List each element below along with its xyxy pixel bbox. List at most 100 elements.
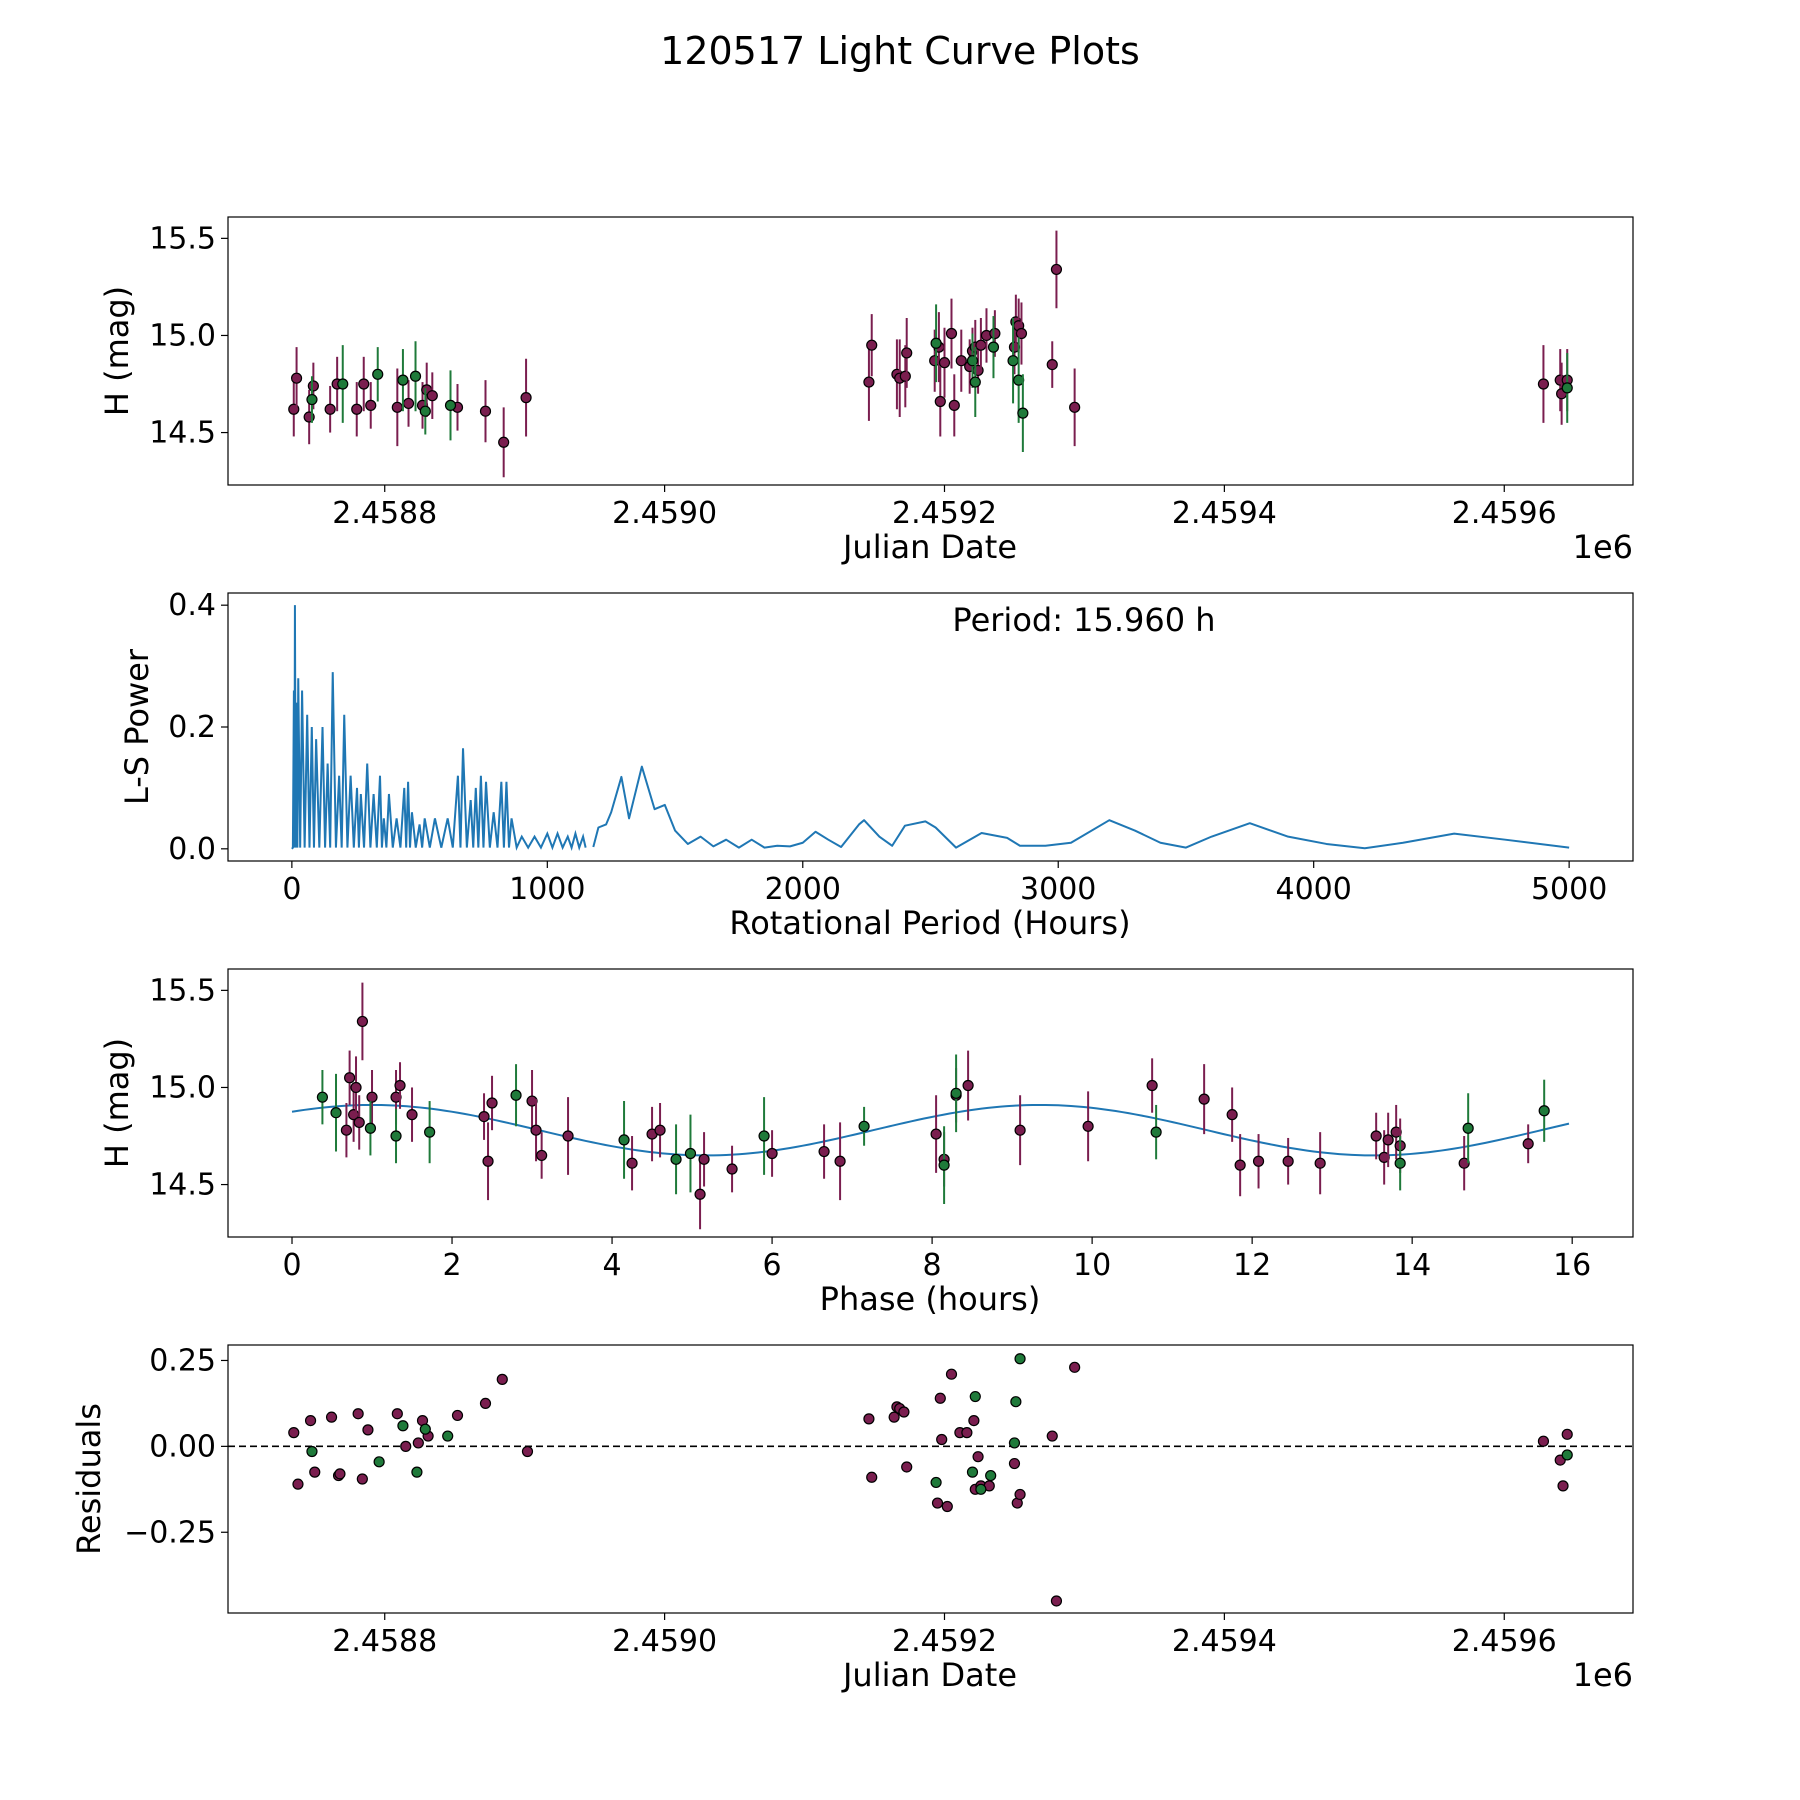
- point-r: [626, 1157, 638, 1169]
- point-r: [899, 370, 911, 382]
- point-r: [863, 1413, 875, 1425]
- point-r: [941, 1500, 953, 1513]
- point-r: [948, 399, 960, 411]
- x-tick-label: 2.4592: [892, 1624, 997, 1659]
- point-r: [358, 378, 370, 390]
- point-r: [1252, 1155, 1265, 1167]
- point-g: [684, 1147, 697, 1160]
- point-r: [1050, 263, 1063, 276]
- point-r: [536, 1149, 548, 1162]
- figure-title: 120517 Light Curve Plots: [660, 29, 1140, 73]
- y-tick-label: 15.0: [149, 1070, 216, 1105]
- point-g: [419, 405, 431, 417]
- model-curve: [291, 1103, 1570, 1157]
- y-tick-label: 15.5: [149, 973, 216, 1008]
- panel-periodogram: 0 1000 2000 3000 4000 5000 0.0 0.2 0.4 Rotationa…: [118, 588, 1634, 942]
- point-g: [1394, 1157, 1406, 1169]
- point-r: [945, 1368, 958, 1380]
- x-tick-label: 8: [923, 1248, 942, 1283]
- point-r: [292, 1478, 304, 1490]
- point-r: [482, 1155, 494, 1167]
- point-g: [858, 1120, 870, 1132]
- point-r: [1069, 401, 1081, 413]
- y-axis-label: H (mag): [98, 286, 136, 416]
- point-r: [961, 1427, 973, 1439]
- point-r: [962, 1079, 974, 1092]
- point-g: [419, 1423, 431, 1435]
- point-r: [309, 1466, 321, 1478]
- point-r: [1069, 1361, 1081, 1373]
- point-g: [330, 1107, 342, 1119]
- point-r: [1050, 1595, 1063, 1607]
- point-g: [1010, 1396, 1022, 1408]
- x-tick-label: 0: [282, 872, 301, 907]
- point-r: [324, 403, 336, 415]
- point-r: [863, 376, 875, 388]
- x-tick-label: 10: [1073, 1248, 1111, 1283]
- panel-lightcurve: 2.4588 2.4590 2.4592 2.4594 2.4596 14.5 15.0 15…: [98, 216, 1634, 566]
- point-g: [1014, 1353, 1026, 1365]
- point-r: [654, 1124, 666, 1136]
- point-r: [901, 347, 913, 359]
- point-g: [397, 374, 409, 386]
- periodogram-dense-series: [291, 605, 587, 851]
- point-r: [934, 395, 946, 408]
- point-r: [1537, 378, 1550, 390]
- y-axis-label: Residuals: [70, 1403, 108, 1555]
- point-r: [394, 1079, 406, 1092]
- point-g: [1462, 1122, 1474, 1134]
- point-r: [486, 1097, 498, 1109]
- point-r: [356, 1015, 369, 1028]
- point-r: [972, 1451, 984, 1463]
- point-g: [316, 1091, 329, 1103]
- point-r: [356, 1473, 368, 1485]
- point-r: [426, 390, 438, 402]
- point-r: [968, 1414, 980, 1427]
- x-tick-label: 0: [282, 1248, 301, 1283]
- axes-frame: [227, 968, 1634, 1238]
- y-tick-label: 14.5: [149, 1168, 216, 1203]
- point-r: [351, 403, 363, 415]
- point-r: [391, 401, 403, 413]
- point-r: [1014, 1488, 1026, 1501]
- y-axis-label: L-S Power: [118, 648, 156, 805]
- point-g: [950, 1087, 962, 1099]
- x-tick-label: 14: [1393, 1248, 1431, 1283]
- point-r: [412, 1437, 424, 1449]
- point-r: [1014, 1124, 1026, 1136]
- point-g: [930, 1476, 942, 1489]
- point-g: [510, 1089, 522, 1101]
- x-axis-label: Julian Date: [841, 1656, 1017, 1694]
- period-annotation: Period: 15.960 h: [952, 601, 1215, 639]
- point-r: [325, 1411, 338, 1423]
- point-r: [479, 1397, 492, 1410]
- x-tick-label: 2.4594: [1172, 496, 1277, 531]
- point-r: [1282, 1155, 1294, 1167]
- point-r: [307, 380, 319, 392]
- point-r: [1015, 327, 1028, 340]
- point-g: [397, 1420, 409, 1432]
- point-r: [496, 1373, 508, 1385]
- x-tick-label: 2.4590: [612, 496, 717, 531]
- point-r: [344, 1072, 356, 1084]
- point-g: [618, 1134, 630, 1146]
- y-tick-label: −0.25: [124, 1515, 216, 1550]
- point-g: [1017, 407, 1029, 419]
- axes-frame: [227, 1344, 1634, 1614]
- point-g: [758, 1130, 770, 1142]
- axes-frame: [227, 592, 1634, 862]
- x-tick-label: 2.4596: [1452, 1624, 1557, 1659]
- point-r: [521, 1445, 534, 1458]
- x-axis-label: Julian Date: [841, 528, 1017, 566]
- x-tick-label: 5000: [1531, 872, 1607, 907]
- point-r: [1557, 1480, 1569, 1492]
- y-tick-label: 15.5: [149, 221, 216, 256]
- point-r: [694, 1188, 706, 1200]
- point-g: [966, 1466, 979, 1478]
- point-g: [969, 376, 981, 388]
- point-g: [306, 393, 318, 406]
- point-r: [1198, 1093, 1210, 1105]
- point-r: [290, 372, 303, 384]
- axes-frame: [227, 216, 1634, 486]
